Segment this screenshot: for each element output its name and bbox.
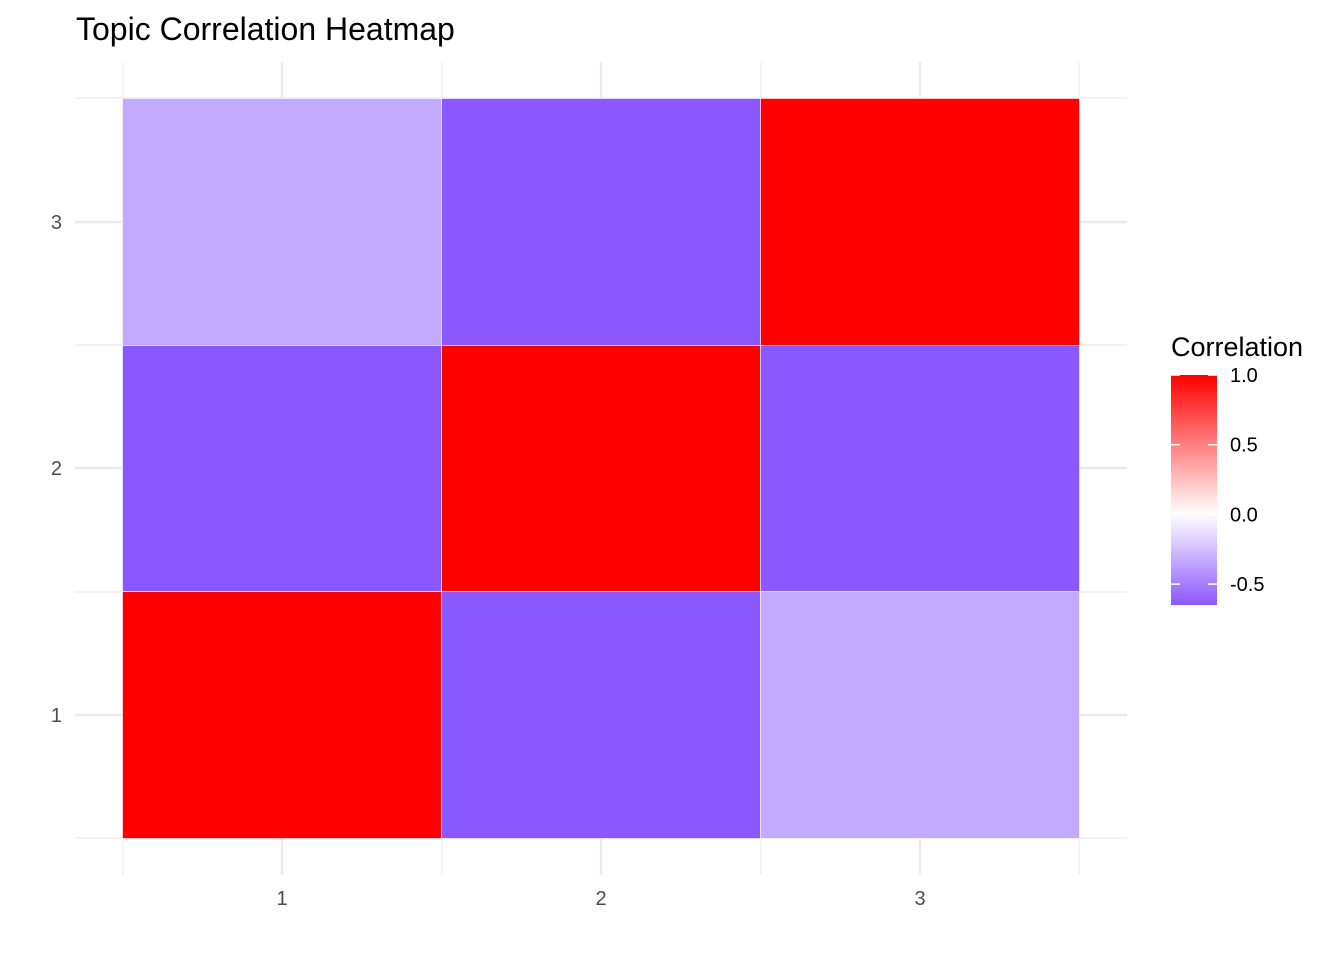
legend-title: Correlation: [1171, 332, 1303, 362]
chart-title: Topic Correlation Heatmap: [76, 11, 455, 47]
x-tick-label: 2: [595, 888, 606, 910]
legend-tick-label: 0.0: [1230, 504, 1258, 526]
heatmap-cell-1-3: [122, 98, 442, 346]
heatmap-cell-1-2: [122, 344, 442, 592]
x-tick-label: 1: [276, 888, 287, 910]
heatmap-cell-2-1: [441, 591, 761, 839]
legend-colorbar: [1171, 375, 1217, 605]
heatmap-cell-3-2: [760, 344, 1080, 592]
legend-tick-label: 0.5: [1230, 435, 1258, 457]
heatmap-cells: [122, 98, 1080, 839]
heatmap-cell-2-3: [441, 98, 761, 346]
color-legend: Correlation 1.0 0.5 0.0 -0.5: [1171, 332, 1303, 605]
x-axis-ticks: 1 2 3: [276, 888, 925, 910]
y-tick-label: 2: [51, 458, 62, 480]
heatmap-cell-1-1: [122, 591, 442, 839]
heatmap-cell-3-1: [760, 591, 1080, 839]
y-tick-label: 3: [51, 212, 62, 234]
y-axis-ticks: 1 2 3: [51, 212, 62, 727]
y-tick-label: 1: [51, 705, 62, 727]
x-tick-label: 3: [914, 888, 925, 910]
heatmap-cell-2-2: [441, 344, 761, 592]
heatmap-cell-3-3: [760, 98, 1080, 346]
legend-ticks: 1.0 0.5 0.0 -0.5: [1171, 365, 1264, 596]
legend-tick-label: 1.0: [1230, 365, 1258, 387]
legend-tick-label: -0.5: [1230, 574, 1264, 596]
